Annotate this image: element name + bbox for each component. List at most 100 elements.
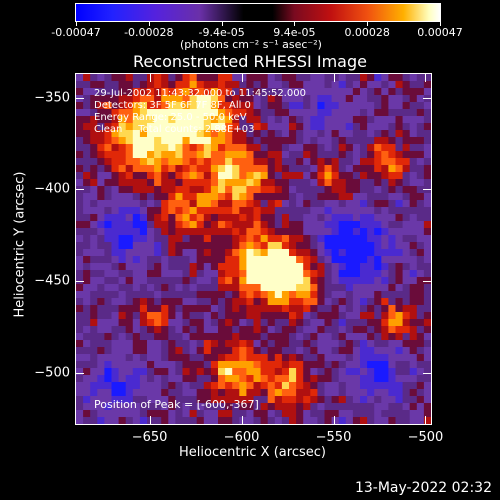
heatmap-cell [168, 389, 176, 397]
heatmap-cell [260, 102, 269, 110]
heatmap-cell [118, 81, 127, 89]
heatmap-cell [225, 172, 233, 180]
heatmap-cell [104, 137, 113, 145]
heatmap-cell [303, 319, 311, 327]
heatmap-cell [303, 403, 311, 411]
heatmap-cell [267, 403, 276, 411]
heatmap-cell [118, 312, 127, 320]
heatmap-cell [423, 102, 431, 110]
heatmap-cell [161, 228, 169, 236]
heatmap-cell [381, 144, 389, 152]
heatmap-cell [246, 291, 255, 299]
heatmap-cell [203, 298, 212, 306]
heatmap-cell [395, 396, 404, 404]
heatmap-cell [218, 88, 226, 96]
heatmap-cell [139, 333, 148, 341]
heatmap-cell [232, 368, 240, 376]
heatmap-cell [338, 116, 347, 124]
heatmap-cell [253, 123, 262, 131]
heatmap-cell [104, 158, 113, 166]
heatmap-cell [324, 123, 333, 131]
heatmap-cell [423, 270, 431, 278]
heatmap-cell [360, 312, 368, 320]
heatmap-cell [239, 81, 247, 89]
heatmap-cell [189, 186, 198, 194]
heatmap-cell [352, 417, 361, 424]
heatmap-cell [331, 340, 340, 348]
heatmap-cell [367, 319, 375, 327]
heatmap-cell [196, 396, 205, 404]
heatmap-cell [409, 284, 418, 292]
heatmap-cell [118, 88, 127, 96]
heatmap-cell [381, 382, 389, 390]
heatmap-cell [360, 130, 368, 138]
heatmap-cell [182, 144, 191, 152]
heatmap-cell [381, 123, 389, 131]
heatmap-cell [310, 291, 318, 299]
heatmap-cell [388, 88, 397, 96]
heatmap-cell [296, 291, 304, 299]
heatmap-cell [345, 375, 354, 383]
heatmap-cell [352, 347, 361, 355]
heatmap-cell [267, 74, 276, 82]
heatmap-cell [76, 179, 84, 187]
heatmap-cell [175, 102, 184, 110]
heatmap-cell [423, 333, 431, 341]
heatmap-cell [139, 410, 148, 418]
heatmap-cell [303, 221, 311, 229]
heatmap-cell [381, 347, 389, 355]
heatmap-cell [303, 375, 311, 383]
heatmap-cell [147, 410, 155, 418]
heatmap-cell [310, 165, 318, 173]
heatmap-cell [338, 186, 347, 194]
heatmap-cell [253, 417, 262, 424]
heatmap-cell [147, 88, 155, 96]
heatmap-cell [210, 284, 219, 292]
heatmap-cell [175, 417, 184, 424]
heatmap-cell [310, 403, 318, 411]
heatmap-cell [118, 333, 127, 341]
heatmap-cell [367, 326, 375, 334]
heatmap-cell [317, 207, 326, 215]
heatmap-cell [260, 375, 269, 383]
heatmap-cell [274, 263, 283, 271]
heatmap-cell [139, 277, 148, 285]
heatmap-cell [416, 277, 425, 285]
heatmap-cell [317, 298, 326, 306]
heatmap-cell [111, 95, 120, 103]
heatmap-cell [154, 410, 162, 418]
heatmap-cell [296, 389, 304, 397]
heatmap-cell [76, 382, 84, 390]
heatmap-cell [125, 417, 134, 424]
heatmap-cell [345, 81, 354, 89]
heatmap-cell [274, 256, 283, 264]
heatmap-cell [388, 214, 397, 222]
heatmap-cell [246, 312, 255, 320]
heatmap-cell [76, 340, 84, 348]
heatmap-cell [303, 361, 311, 369]
heatmap-cell [381, 396, 389, 404]
heatmap-cell [168, 221, 176, 229]
heatmap-cell [111, 361, 120, 369]
heatmap-cell [395, 242, 404, 250]
heatmap-cell [154, 81, 162, 89]
heatmap-cell [296, 277, 304, 285]
heatmap-cell [225, 81, 233, 89]
heatmap-cell [97, 88, 105, 96]
heatmap-cell [324, 312, 333, 320]
heatmap-cell [289, 270, 297, 278]
heatmap-cell [289, 74, 297, 82]
heatmap-cell [296, 333, 304, 341]
heatmap-cell [139, 326, 148, 334]
heatmap-cell [296, 228, 304, 236]
colorbar-tick [294, 21, 296, 26]
heatmap-cell [139, 172, 148, 180]
heatmap-cell [352, 256, 361, 264]
heatmap-cell [97, 123, 105, 131]
heatmap-cell [246, 123, 255, 131]
heatmap-cell [161, 284, 169, 292]
heatmap-cell [161, 179, 169, 187]
heatmap-cell [253, 214, 262, 222]
heatmap-cell [274, 375, 283, 383]
heatmap-cell [402, 151, 411, 159]
